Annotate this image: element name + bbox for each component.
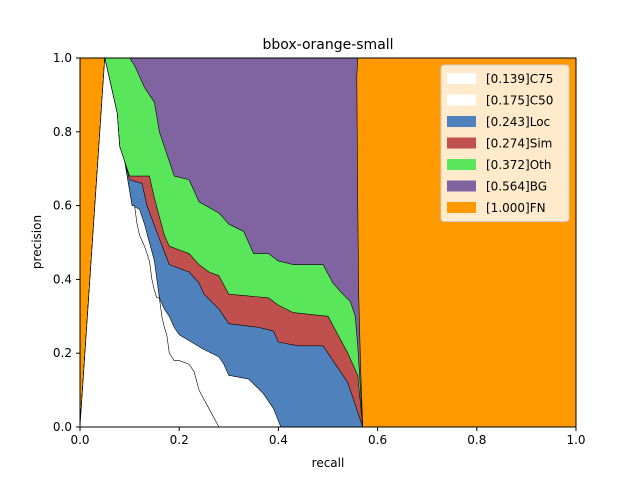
y-tick-label: 0.0 xyxy=(53,420,72,434)
x-axis-label: recall xyxy=(312,456,345,470)
y-tick-label: 0.4 xyxy=(53,272,72,286)
y-axis-label: precision xyxy=(30,215,44,269)
legend: [0.139]C75 [0.175]C50 [0.243]Loc [0.274]Sim… xyxy=(440,64,570,222)
legend-swatch-0-274-sim xyxy=(447,137,476,149)
legend-label-0-139-c75: [0.139]C75 xyxy=(486,72,553,86)
y-tick-label: 0.8 xyxy=(53,125,72,139)
legend-label-0-564-bg: [0.564]BG xyxy=(486,180,547,194)
x-tick-label: 0.2 xyxy=(170,433,189,447)
y-tick-label: 0.2 xyxy=(53,346,72,360)
legend-swatch-0-139-c75 xyxy=(447,73,476,84)
legend-label-1-000-fn: [1.000]FN xyxy=(486,201,546,215)
legend-label-0-175-c50: [0.175]C50 xyxy=(486,94,553,108)
x-tick-label: 0.4 xyxy=(269,433,288,447)
legend-swatch-1-000-fn xyxy=(447,202,476,213)
x-tick-label: 0.8 xyxy=(467,433,486,447)
plot-frame xyxy=(79,57,577,428)
legend-swatch-0-564-bg xyxy=(447,180,476,192)
area-0-139-c75 xyxy=(79,57,220,428)
legend-label-0-243-loc: [0.243]Loc xyxy=(486,115,550,129)
y-tick-label: 0.6 xyxy=(53,199,72,213)
y-tick-label: 1.0 xyxy=(53,51,72,65)
legend-swatch-0-372-oth xyxy=(447,159,476,170)
legend-label-0-274-sim: [0.274]Sim xyxy=(486,137,552,151)
chart-title: bbox-orange-small xyxy=(262,37,393,53)
x-tick-label: 1.0 xyxy=(566,433,585,447)
x-tick-label: 0.6 xyxy=(368,433,387,447)
legend-label-0-372-oth: [0.372]Oth xyxy=(486,158,551,172)
legend-swatch-0-175-c50 xyxy=(447,94,476,106)
ticks-layer: 0.0 0.2 0.4 0.6 0.8 1.0 0.0 0.2 0.4 0.6 0.8 1.0 xyxy=(53,51,586,447)
legend-swatch-0-243-loc xyxy=(447,116,476,127)
x-tick-label: 0.0 xyxy=(70,433,89,447)
